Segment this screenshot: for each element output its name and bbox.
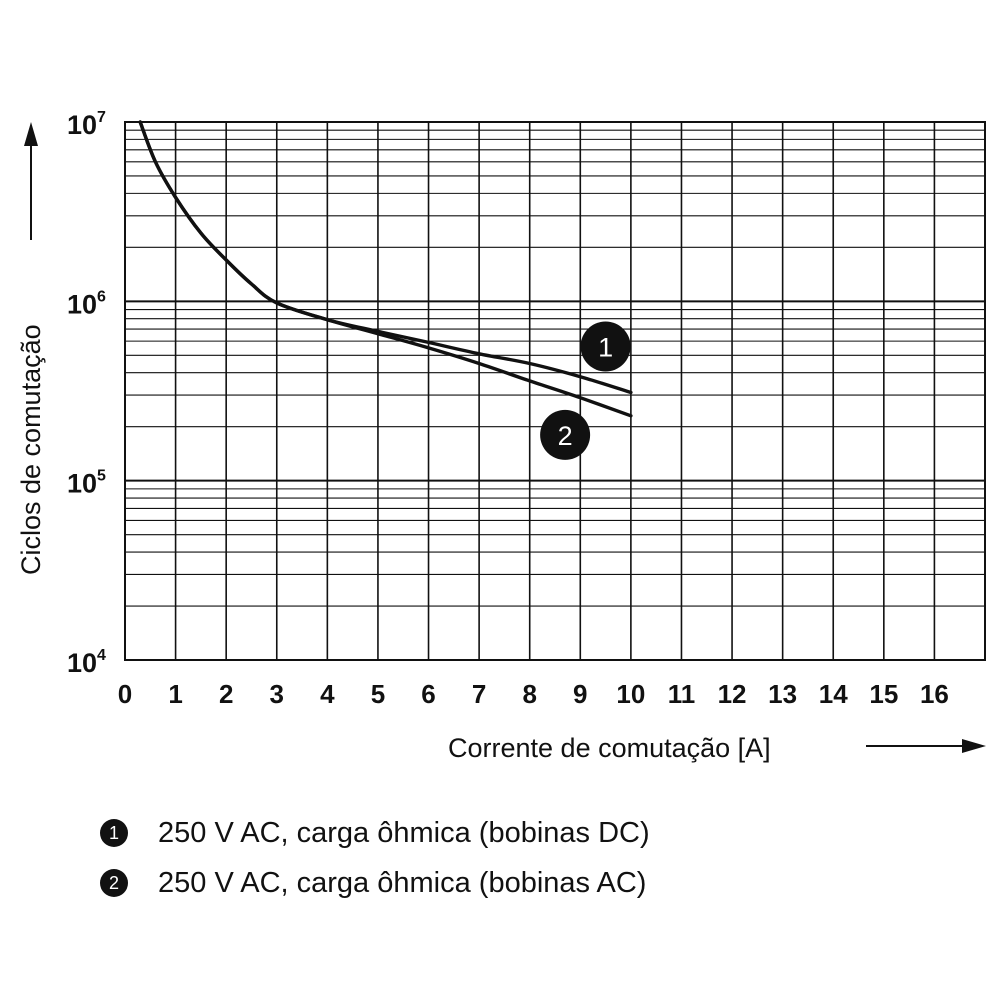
series-marker-label-2: 2	[558, 421, 573, 451]
x-tick-label-4: 4	[320, 679, 335, 709]
x-axis-title-group: Corrente de comutação [A]	[448, 733, 986, 763]
x-tick-label-10: 10	[616, 679, 645, 709]
x-axis-arrow-head	[962, 739, 986, 753]
y-tick-exponent-6: 6	[97, 288, 106, 305]
x-tick-label-9: 9	[573, 679, 587, 709]
plot-frame	[124, 121, 986, 661]
x-tick-label-16: 16	[920, 679, 949, 709]
x-tick-label-11: 11	[668, 679, 696, 709]
y-tick-exponent-4: 4	[97, 647, 106, 664]
x-axis-label: Corrente de comutação [A]	[448, 733, 771, 763]
x-tick-label-6: 6	[421, 679, 435, 709]
legend-label-1: 250 V AC, carga ôhmica (bobinas DC)	[158, 816, 650, 849]
x-tick-label-0: 0	[118, 679, 132, 709]
legend-item-2: 2 250 V AC, carga ôhmica (bobinas AC)	[100, 858, 650, 908]
x-tick-label-14: 14	[819, 679, 848, 709]
y-tick-label-5: 105	[67, 468, 106, 499]
series-marker-circle-2	[540, 409, 591, 460]
x-tick-label-5: 5	[371, 679, 385, 709]
y-tick-label-7: 107	[67, 109, 106, 140]
legend-marker-1: 1	[100, 819, 128, 847]
x-tick-label-2: 2	[219, 679, 233, 709]
legend-marker-2: 2	[100, 869, 128, 897]
x-tick-label-1: 1	[168, 679, 182, 709]
y-tick-exponent-7: 7	[97, 109, 106, 126]
x-tick-label-15: 15	[869, 679, 898, 709]
x-tick-label-7: 7	[472, 679, 486, 709]
x-tick-label-3: 3	[270, 679, 284, 709]
y-axis-arrow-head	[24, 122, 38, 146]
legend-label-2: 250 V AC, carga ôhmica (bobinas AC)	[158, 866, 647, 899]
series-marker-label-1: 1	[598, 332, 613, 362]
legend-item-1: 1 250 V AC, carga ôhmica (bobinas DC)	[100, 808, 650, 858]
y-axis-label: Ciclos de comutação	[16, 324, 46, 575]
y-axis-title-group: Ciclos de comutação	[16, 122, 46, 575]
x-tick-label-12: 12	[718, 679, 747, 709]
series-line-1	[138, 120, 633, 395]
y-tick-exponent-5: 5	[97, 468, 106, 485]
grid	[124, 121, 986, 661]
y-tick-label-6: 106	[67, 288, 106, 319]
series-marker-circle-1	[580, 321, 631, 372]
x-tick-label-13: 13	[768, 679, 797, 709]
series-lines	[138, 120, 633, 418]
series-line-2	[138, 120, 633, 418]
x-tick-label-8: 8	[522, 679, 536, 709]
y-tick-label-4: 104	[67, 647, 106, 678]
series-markers: 12	[540, 321, 631, 460]
legend: 1 250 V AC, carga ôhmica (bobinas DC) 2 …	[100, 808, 650, 908]
